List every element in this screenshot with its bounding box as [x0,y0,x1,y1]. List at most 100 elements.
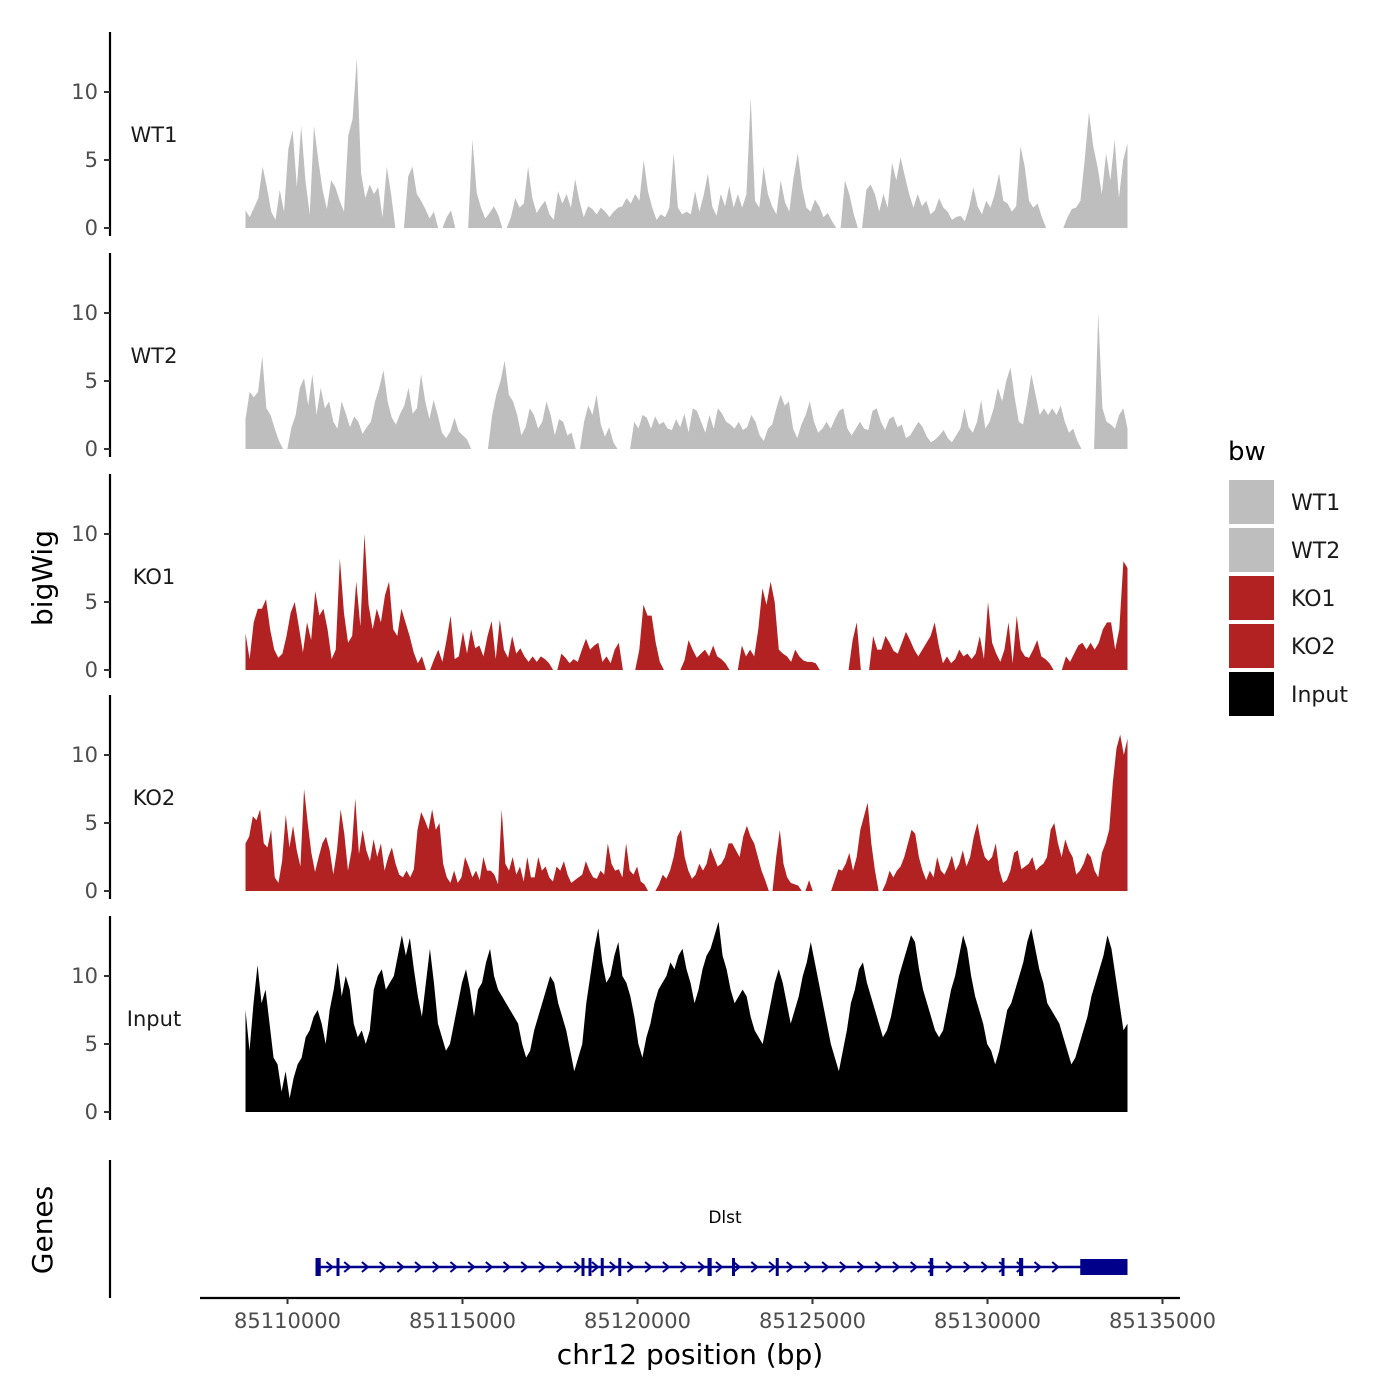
track-wt1: 0 5 10 WT1 [71,32,1128,240]
x-tick-label: 85125000 [759,1309,866,1333]
legend-label-ko2: KO2 [1291,635,1336,660]
strand-arrow [786,1261,795,1273]
strand-arrow [963,1261,972,1273]
strand-arrow [1051,1261,1060,1273]
gene-exon [600,1258,604,1276]
y-tick-label: 10 [71,80,98,104]
strand-arrow [343,1261,352,1273]
track-label: WT2 [131,344,178,368]
gene-exon [618,1258,622,1276]
strand-arrow [361,1261,370,1273]
gene-exon [315,1258,321,1276]
strand-arrow [644,1261,653,1273]
strand-arrow [449,1261,458,1273]
track-label: WT1 [131,123,178,147]
strand-arrow [432,1261,441,1273]
legend-key-input [1229,672,1274,716]
gene-exon [732,1258,735,1276]
y-tick-label: 0 [85,658,98,682]
strand-arrow [874,1261,883,1273]
coverage-area-wt1 [245,58,1128,228]
strand-arrow [697,1261,706,1273]
strand-arrow [414,1261,423,1273]
strand-arrow [856,1261,866,1273]
strand-arrow [378,1261,388,1273]
strand-arrow [909,1261,919,1273]
gene-exon [581,1258,585,1276]
gene-label: Dlst [708,1208,742,1228]
coverage-tracks: 0 5 10 WT1 0 5 10 WT2 0 5 10 KO1 0 5 10 KO2 0 5 10 Input [71,32,1128,1124]
genes-panel: Dlst [108,1160,1128,1298]
strand-arrow [555,1261,565,1273]
y-tick-label: 5 [85,1032,98,1056]
coverage-area-input [245,921,1128,1112]
gene-exon [1001,1258,1005,1276]
gene-exon [929,1258,934,1276]
track-label: KO2 [133,786,176,810]
strand-arrow [520,1261,529,1273]
strand-arrow [485,1261,494,1273]
y-tick-label: 10 [71,743,98,767]
x-tick-label: 85120000 [584,1309,691,1333]
y-tick-label: 0 [85,216,98,240]
strand-arrow [626,1261,635,1273]
gene-exon [707,1258,712,1276]
y-tick-label: 5 [85,811,98,835]
strand-arrow [609,1261,618,1273]
x-axis: 85110000 85115000 85120000 85125000 85130000… [200,1296,1216,1333]
y-tick-label: 10 [71,301,98,325]
track-label: Input [127,1007,181,1031]
strand-arrow [803,1261,812,1273]
genes-axis-title: Genes [26,1186,59,1274]
strand-arrow [538,1261,547,1273]
strand-arrow [821,1261,830,1273]
strand-arrow [662,1261,671,1273]
coverage-area-wt2 [245,313,1128,449]
gene-exon [336,1258,340,1276]
legend-label-wt2: WT2 [1291,539,1340,564]
y-tick-label: 5 [85,148,98,172]
strand-arrow [750,1261,759,1273]
legend-key-wt2 [1229,528,1274,572]
track-input: 0 5 10 Input [71,916,1128,1124]
y-tick-label: 5 [85,590,98,614]
strand-arrow [591,1261,600,1273]
track-ko2: 0 5 10 KO2 [71,695,1128,903]
coverage-area-ko2 [245,734,1128,891]
y-tick-label: 0 [85,1100,98,1124]
y-axis-title: bigWig [26,530,59,626]
gene-exon [1019,1258,1024,1276]
strand-arrow [839,1261,848,1273]
gene-exon [1080,1259,1128,1275]
x-tick-label: 85130000 [934,1309,1041,1333]
legend-key-ko1 [1229,576,1274,620]
strand-arrow [892,1261,901,1273]
track-label: KO1 [133,565,176,589]
strand-arrow [679,1261,689,1273]
legend-label-ko1: KO1 [1291,587,1336,612]
y-tick-label: 10 [71,522,98,546]
strand-arrow [998,1261,1007,1273]
track-wt2: 0 5 10 WT2 [71,253,1128,461]
strand-arrow [325,1261,335,1273]
y-tick-label: 10 [71,964,98,988]
y-tick-label: 0 [85,437,98,461]
legend-key-wt1 [1229,480,1274,524]
x-tick-label: 85135000 [1109,1309,1216,1333]
strand-arrow [573,1261,582,1273]
y-tick-label: 5 [85,369,98,393]
x-tick-label: 85110000 [234,1309,341,1333]
strand-arrow [396,1261,405,1273]
legend: bw WT1 WT2 KO1 KO2 Input [1228,437,1348,716]
track-ko1: 0 5 10 KO1 [71,474,1128,682]
legend-label-wt1: WT1 [1291,491,1340,516]
strand-arrow [467,1261,476,1273]
strand-arrow [945,1261,954,1273]
strand-arrow [715,1261,724,1273]
strand-arrow [732,1261,742,1273]
gene-exon [588,1258,592,1276]
gene-exon [775,1258,779,1276]
coverage-area-ko1 [245,534,1128,670]
y-tick-label: 0 [85,879,98,903]
